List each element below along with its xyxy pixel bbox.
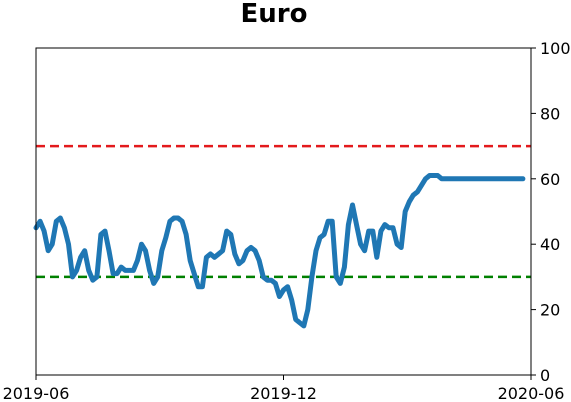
y-tick-label-80: 80: [540, 104, 560, 123]
x-tick-label-2019-06: 2019-06: [3, 384, 70, 402]
reference-lines: [36, 144, 531, 279]
y-tick-label-100: 100: [540, 39, 571, 58]
y-tick-label-0: 0: [540, 366, 550, 385]
x-tick-label-2020-06: 2020-06: [498, 384, 565, 402]
series-line: [33, 173, 526, 329]
y-tick-label-60: 60: [540, 170, 560, 189]
y-tick-label-20: 20: [540, 301, 560, 320]
plot-area: [33, 47, 532, 376]
x-tick-label-2019-12: 2019-12: [250, 384, 317, 402]
y-axis: 0 20 40 60 80 100: [531, 39, 571, 385]
chart-title: Euro: [241, 0, 308, 29]
y-tick-label-40: 40: [540, 235, 560, 254]
plot-frame: [35, 47, 532, 376]
x-axis: 2019-06 2019-12 2020-06: [3, 375, 565, 402]
